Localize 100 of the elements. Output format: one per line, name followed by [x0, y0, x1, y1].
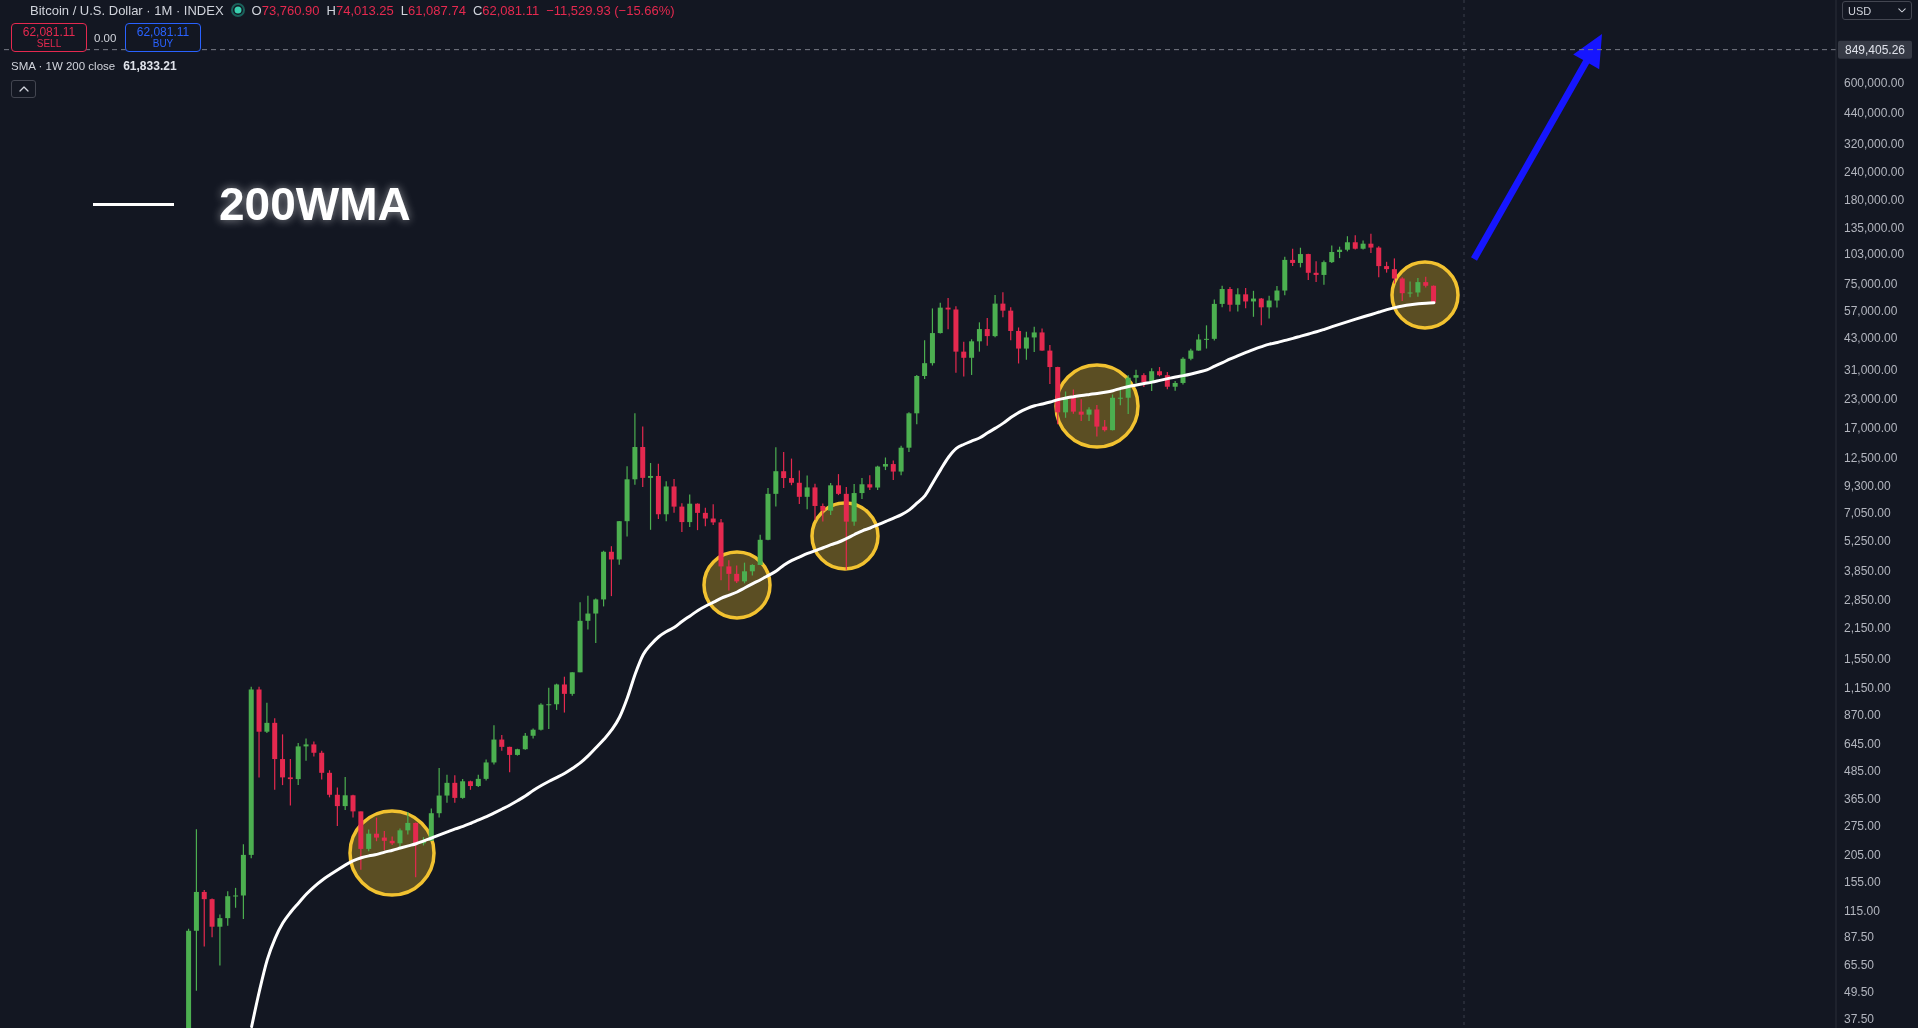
candlestick — [875, 465, 881, 491]
y-tick-label: 9,300.00 — [1844, 479, 1892, 494]
y-tick-label: 65.50 — [1844, 957, 1875, 972]
candlestick — [1031, 326, 1037, 353]
buy-button: 62,081.11 BUY — [125, 23, 201, 52]
candlestick — [225, 890, 231, 927]
text: 61,833.21 — [123, 59, 177, 73]
candlestick — [201, 889, 207, 948]
candlestick — [554, 683, 560, 711]
candlestick — [835, 473, 841, 496]
y-tick-label: 57,000.00 — [1844, 303, 1898, 318]
candlestick — [1023, 331, 1029, 361]
sell-button: 62,081.11 SELL — [11, 23, 87, 52]
y-tick-label: 320,000.00 — [1844, 137, 1905, 152]
annotation: C62,081.11 — [472, 2, 540, 18]
candlestick — [1219, 285, 1225, 308]
candlestick — [984, 317, 990, 347]
candlestick — [820, 502, 826, 523]
candlestick — [217, 913, 223, 966]
candlestick — [483, 758, 489, 782]
candlestick — [1016, 326, 1022, 365]
y-tick-label: 115.00 — [1844, 903, 1881, 918]
y-tick-label: 49.50 — [1844, 984, 1875, 999]
y-tick-label: 870.00 — [1844, 708, 1882, 723]
candlestick — [1000, 291, 1006, 318]
y-tick-label: 2,850.00 — [1844, 593, 1892, 608]
candlestick — [561, 676, 567, 714]
candlestick — [1203, 324, 1209, 350]
candlestick — [1399, 276, 1405, 302]
y-tick-label: 31,000.00 — [1844, 362, 1898, 377]
ref-line-label: 849,405.26 — [1844, 42, 1906, 57]
candlestick — [413, 821, 419, 878]
text: 0.00 — [94, 31, 117, 45]
candlestick — [1047, 344, 1053, 385]
candlestick — [1368, 233, 1374, 254]
y-tick-label: 205.00 — [1844, 847, 1882, 862]
y-tick-label: 75,000.00 — [1844, 277, 1898, 292]
y-tick-label: 103,000.00 — [1844, 246, 1905, 261]
y-tick-label: 275.00 — [1844, 819, 1882, 834]
y-tick-label: 12,500.00 — [1844, 450, 1898, 465]
y-tick-label: 2,150.00 — [1844, 620, 1892, 635]
candlestick — [569, 671, 575, 697]
candlestick — [1070, 388, 1076, 415]
candlestick — [812, 483, 818, 521]
candlestick — [1391, 257, 1397, 285]
candlestick — [233, 887, 239, 909]
annotation: O73,760.90 — [251, 2, 320, 18]
candlestick — [397, 827, 403, 850]
y-tick-label: 1,550.00 — [1844, 652, 1892, 667]
annotation: H74,013.25 — [326, 2, 394, 18]
y-tick-label: 7,050.00 — [1844, 505, 1892, 520]
candlestick — [961, 341, 967, 378]
candlestick — [1227, 286, 1233, 313]
candlestick — [781, 451, 787, 489]
candlestick — [695, 502, 701, 531]
candlestick — [1321, 259, 1327, 286]
candlestick — [460, 778, 466, 800]
annotation: 62,081.11 — [136, 24, 190, 39]
candlestick — [679, 502, 685, 533]
y-tick-label: 240,000.00 — [1844, 165, 1905, 180]
candlestick — [1243, 287, 1249, 309]
candlestick — [264, 702, 270, 734]
line-series — [250, 301, 1436, 1028]
candlestick — [976, 321, 982, 353]
y-tick-label: 1,150.00 — [1844, 681, 1892, 696]
annotation: −11,529.93 (−15.66%) — [546, 2, 675, 18]
candlestick — [1305, 253, 1311, 281]
candlestick — [922, 339, 928, 380]
y-tick-label: 180,000.00 — [1844, 192, 1905, 207]
candlestick — [804, 474, 810, 510]
y-tick-label: 645.00 — [1844, 736, 1882, 751]
candlestick — [327, 769, 333, 798]
candlestick — [1235, 287, 1241, 313]
y-tick-label: 135,000.00 — [1844, 220, 1905, 235]
candlestick — [593, 597, 599, 644]
candlestick — [898, 445, 904, 476]
legend-label: 200WMA — [219, 177, 411, 232]
y-tick-label: 3,850.00 — [1844, 564, 1892, 579]
candlestick — [452, 774, 458, 804]
candlestick — [1407, 281, 1413, 298]
candlestick — [969, 338, 975, 376]
candlestick — [319, 750, 325, 781]
candlestick — [671, 478, 677, 514]
candlestick — [742, 562, 748, 584]
candlestick — [436, 767, 442, 819]
candlestick — [1008, 306, 1014, 341]
candlestick — [1258, 297, 1264, 326]
y-tick-label: 155.00 — [1844, 874, 1882, 889]
candlestick — [1094, 404, 1100, 438]
candlestick — [1360, 239, 1366, 251]
candlestick — [287, 758, 293, 807]
candlestick — [1133, 369, 1139, 384]
candlestick — [1313, 260, 1319, 283]
y-tick-label: 600,000.00 — [1844, 76, 1905, 91]
candlestick — [1415, 277, 1421, 298]
annotation: L61,087.74 — [400, 2, 466, 18]
y-tick-label: 365.00 — [1844, 791, 1882, 806]
chart-title: Bitcoin / U.S. Dollar · 1M · INDEX — [30, 2, 224, 18]
y-tick-label: 37.50 — [1844, 1011, 1875, 1026]
candlestick — [726, 559, 732, 592]
